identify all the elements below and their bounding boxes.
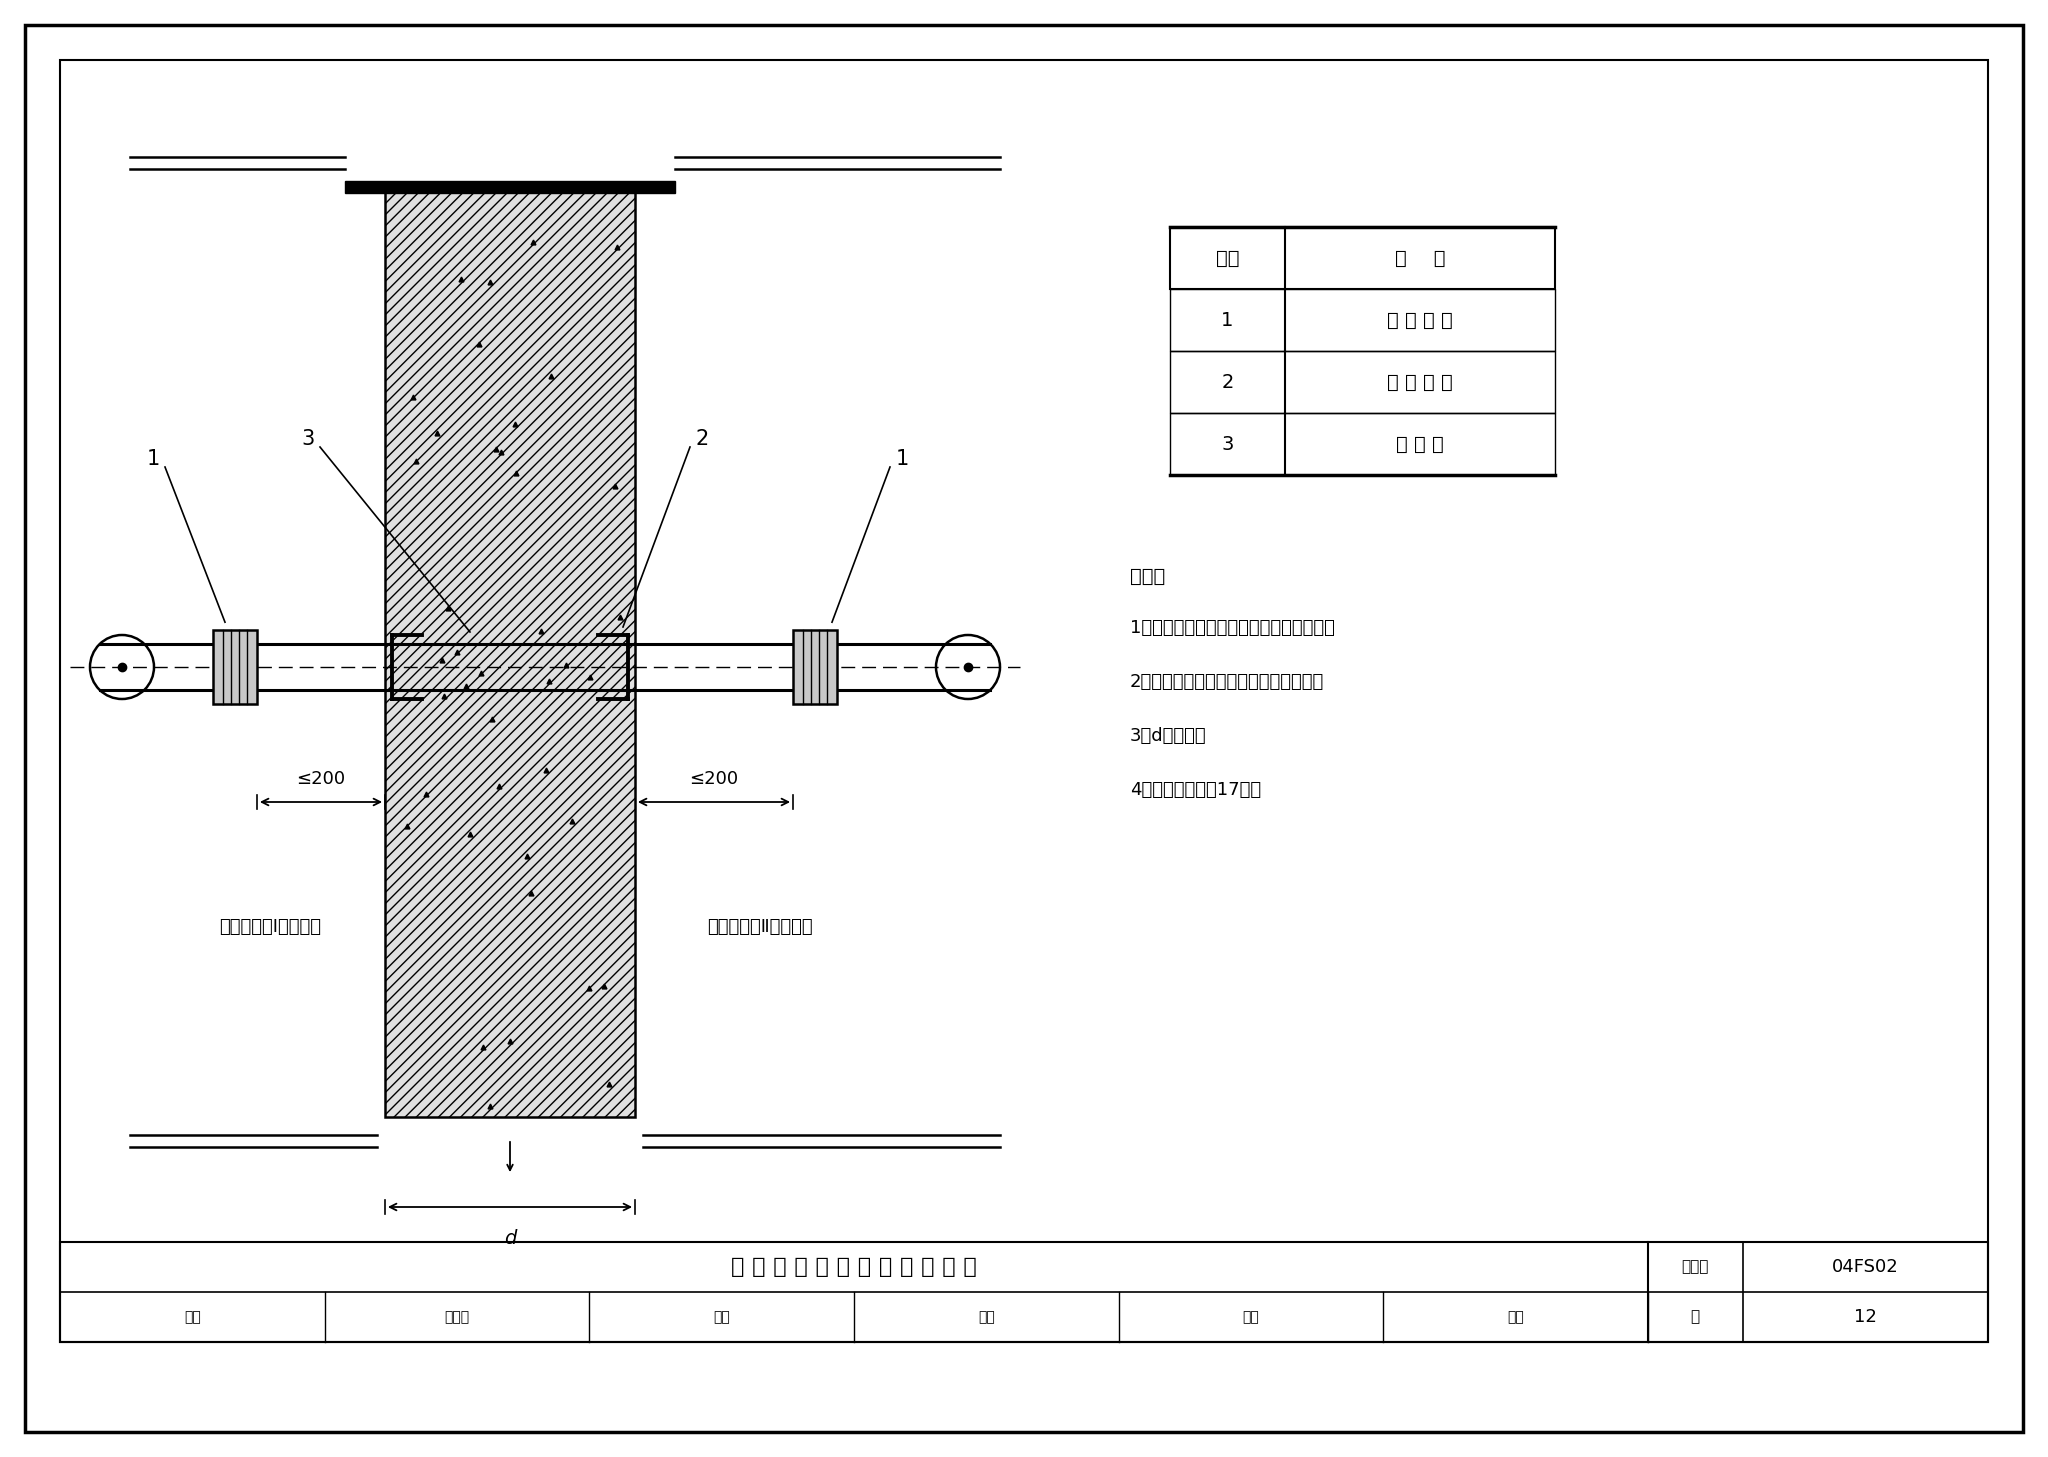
- Text: 1: 1: [895, 449, 909, 469]
- Text: 管 道 穿 两 个 防 护 单 元 隔 墙 图: 管 道 穿 两 个 防 护 单 元 隔 墙 图: [731, 1257, 977, 1276]
- Text: 4．密闭套管详见17页。: 4．密闭套管详见17页。: [1130, 781, 1262, 798]
- Bar: [385, 186, 635, 1118]
- Text: 说明：: 说明：: [1130, 567, 1165, 586]
- Text: 许为民: 许为民: [444, 1310, 469, 1324]
- Text: 2: 2: [696, 428, 709, 449]
- Bar: [59, 1241, 1989, 1342]
- Bar: [344, 181, 676, 192]
- Text: 密 闭 套 管: 密 闭 套 管: [1386, 373, 1452, 392]
- Text: ≤200: ≤200: [690, 769, 739, 788]
- Bar: [1169, 288, 1554, 351]
- Text: 防空地下室Ⅱ防护单元: 防空地下室Ⅱ防护单元: [707, 918, 813, 935]
- Text: 3: 3: [1221, 434, 1233, 453]
- Text: ≤200: ≤200: [297, 769, 346, 788]
- Text: 校对: 校对: [713, 1310, 729, 1324]
- Text: 1: 1: [1221, 310, 1233, 329]
- Bar: [1169, 351, 1554, 412]
- Text: 郭邓: 郭邓: [979, 1310, 995, 1324]
- Bar: [59, 60, 1989, 1342]
- Text: 名    称: 名 称: [1395, 249, 1446, 268]
- Text: 3．d为墙厉。: 3．d为墙厉。: [1130, 727, 1206, 745]
- Text: 页: 页: [1690, 1310, 1700, 1324]
- Bar: [1169, 227, 1554, 288]
- Text: 3: 3: [301, 428, 315, 449]
- Text: 防空地下室Ⅰ防护单元: 防空地下室Ⅰ防护单元: [219, 918, 322, 935]
- Text: 1．采用刚性密闭套管，两侧均应焊挡板。: 1．采用刚性密闭套管，两侧均应焊挡板。: [1130, 619, 1335, 637]
- Text: 04FS02: 04FS02: [1831, 1257, 1898, 1276]
- Text: 在放: 在放: [1507, 1310, 1524, 1324]
- Text: 2: 2: [1221, 373, 1233, 392]
- Bar: [1169, 412, 1554, 475]
- Text: 防 爆 波 阀: 防 爆 波 阀: [1386, 310, 1452, 329]
- Bar: [213, 631, 256, 704]
- Text: 序号: 序号: [1217, 249, 1239, 268]
- Text: d: d: [504, 1230, 516, 1249]
- Text: 12: 12: [1853, 1308, 1876, 1326]
- Text: 图集号: 图集号: [1681, 1259, 1708, 1275]
- Bar: [793, 631, 838, 704]
- Text: 穿 墙 管: 穿 墙 管: [1397, 434, 1444, 453]
- Text: 2．防爆波阀应按防止冲击波方向设置。: 2．防爆波阀应按防止冲击波方向设置。: [1130, 673, 1325, 691]
- Text: 1: 1: [145, 449, 160, 469]
- Text: 审核: 审核: [184, 1310, 201, 1324]
- Text: 设计: 设计: [1243, 1310, 1260, 1324]
